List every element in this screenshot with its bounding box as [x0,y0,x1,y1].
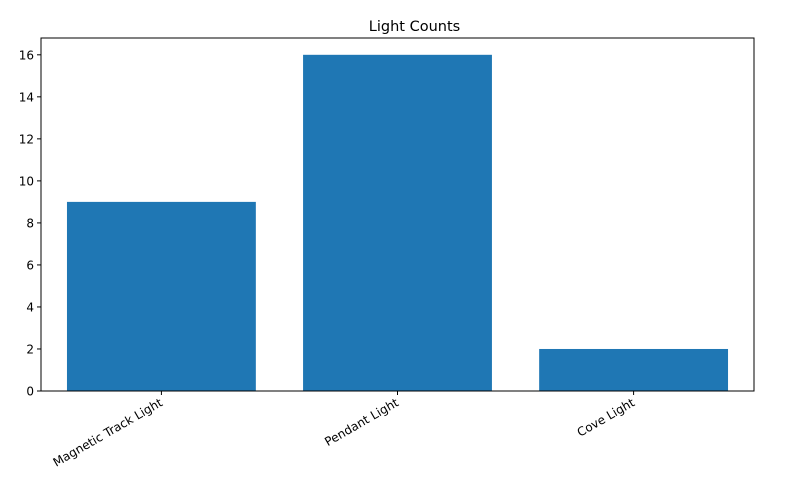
y-tick-label: 10 [19,174,34,188]
plot-frame [40,37,755,392]
bar-pendant-light [303,54,492,392]
y-tick-label: 14 [19,90,34,104]
x-tick-label-pendant-light: Pendant Light [322,395,401,449]
x-tick-label-cove-light: Cove Light [575,395,638,439]
y-tick-label: 16 [19,48,34,62]
y-tick-label: 2 [26,342,34,356]
x-axis: Magnetic Track Light Pendant Light Cove Li… [51,391,638,470]
y-axis: 0 2 4 6 8 10 12 14 16 [19,48,41,399]
y-tick-label: 12 [19,132,34,146]
bars-group [66,54,729,392]
y-tick-label: 6 [26,258,34,272]
x-tick-label-magnetic-track-light: Magnetic Track Light [51,395,166,469]
bar-magnetic-track-light [66,201,256,391]
chart-title: Light Counts [369,19,460,35]
bar-cove-light [539,348,729,391]
y-tick-label: 8 [26,216,34,230]
y-tick-label: 0 [26,385,34,399]
y-tick-label: 4 [26,300,34,314]
